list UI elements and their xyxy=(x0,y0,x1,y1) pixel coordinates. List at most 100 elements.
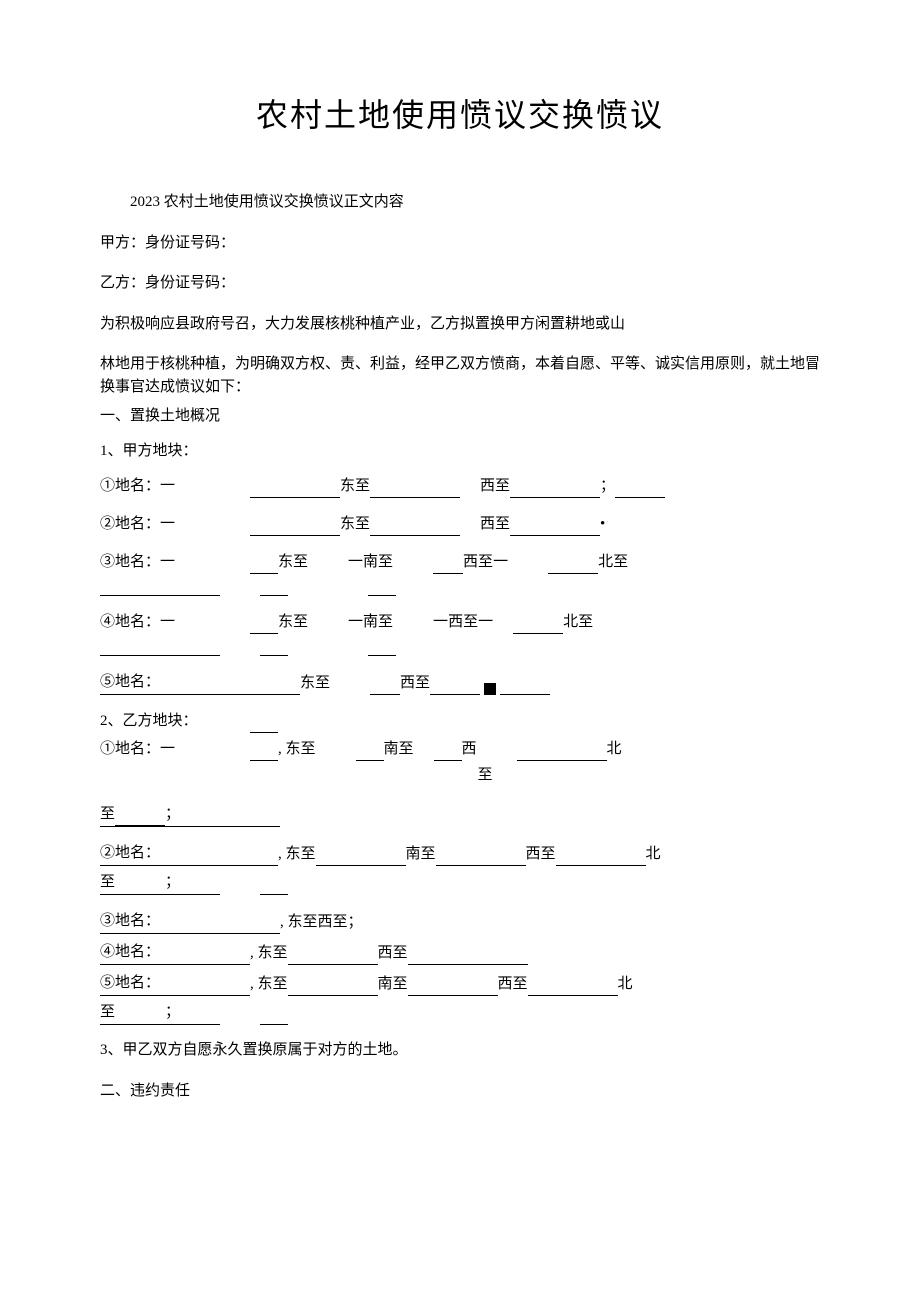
blank-field[interactable] xyxy=(513,616,563,634)
blank-field[interactable] xyxy=(100,578,220,596)
b-row-5-end: 至； xyxy=(100,1000,820,1025)
blank-field[interactable] xyxy=(517,743,607,761)
blank-field[interactable] xyxy=(250,518,340,536)
b-block-row: 2、乙方地块： xyxy=(100,709,820,733)
label-west: 西至 xyxy=(448,614,478,630)
label-east: 东至 xyxy=(300,671,330,695)
blank-field[interactable] xyxy=(430,677,480,695)
b-row-2-end: 至； xyxy=(100,870,820,895)
num-icon: ⑤ xyxy=(100,674,115,690)
label-west: 西至 xyxy=(463,554,493,570)
blank-field[interactable] xyxy=(260,578,288,596)
label-east: 东至 xyxy=(286,846,316,862)
blank-field[interactable] xyxy=(250,848,278,866)
label-name: 地名： xyxy=(115,913,160,929)
page-title: 农村土地使用愤议交换愤议 xyxy=(100,90,820,136)
blank-field[interactable] xyxy=(528,978,618,996)
b-row-2: ②地名： , 东至 南至 西至 北 xyxy=(100,841,820,866)
blank-field[interactable] xyxy=(510,480,600,498)
zhi-text: 至 xyxy=(100,874,115,890)
label-name: 地名： xyxy=(115,944,160,960)
num-icon: ④ xyxy=(100,614,115,630)
a-row-2: ②地名：一 东至 西至 • xyxy=(100,512,820,536)
blank-field[interactable] xyxy=(370,677,400,695)
blank-field[interactable] xyxy=(100,638,220,656)
blank-field[interactable] xyxy=(436,848,526,866)
label-name: 地名： xyxy=(115,741,160,757)
clause-3: 3、甲乙双方自愿永久置换原属于对方的土地。 xyxy=(100,1039,820,1062)
blank-field[interactable] xyxy=(615,480,665,498)
comma-text: , xyxy=(278,741,282,757)
square-icon xyxy=(484,683,496,695)
num-icon: ② xyxy=(100,845,115,861)
label-east: 东至 xyxy=(286,741,316,757)
blank-field[interactable] xyxy=(556,848,646,866)
a-row-3: ③地名：一 东至 一南至 西至一 北至 xyxy=(100,550,820,574)
blank-field[interactable] xyxy=(250,677,300,695)
label-east: 东至 xyxy=(340,512,370,536)
label-west: 西至 xyxy=(480,474,510,498)
blank-field[interactable] xyxy=(408,978,498,996)
label-name: 地名： xyxy=(115,554,160,570)
label-west-char: 西 xyxy=(462,737,477,761)
label-west: 西至 xyxy=(378,941,408,965)
semicolon-text: ； xyxy=(165,802,180,826)
label-name: 地名： xyxy=(115,516,160,532)
dash-text: 一 xyxy=(160,554,175,570)
label-east: 东至 xyxy=(278,610,308,634)
blank-field[interactable] xyxy=(434,743,462,761)
blank-field[interactable] xyxy=(408,947,528,965)
num-icon: ① xyxy=(100,478,115,494)
label-name: 地名： xyxy=(115,975,160,991)
blank-field[interactable] xyxy=(548,556,598,574)
blank-field[interactable] xyxy=(250,480,340,498)
blank-field[interactable] xyxy=(368,578,396,596)
blank-field[interactable] xyxy=(250,616,278,634)
blank-field[interactable] xyxy=(433,556,463,574)
label-north-char: 北 xyxy=(607,737,622,761)
section-1-heading: 一、置换土地概况 xyxy=(100,404,820,425)
dash-text: 一 xyxy=(160,478,175,494)
blank-field[interactable] xyxy=(250,743,278,761)
comma-text: , xyxy=(250,976,254,992)
dash-text: 一 xyxy=(478,614,493,630)
label-north-char: 北 xyxy=(618,972,633,996)
blank-field[interactable] xyxy=(250,556,278,574)
b-row-5: ⑤地名： , 东至 南至 西至 北 xyxy=(100,971,820,996)
blank-field[interactable] xyxy=(500,677,550,695)
label-east: 东至 xyxy=(278,550,308,574)
b-row-1-end: 至 ； xyxy=(100,802,280,827)
comma-text: , xyxy=(278,846,282,862)
dash-text: 一 xyxy=(160,516,175,532)
label-name: 地名： xyxy=(115,845,160,861)
comma-text: , xyxy=(250,945,254,961)
blank-field[interactable] xyxy=(250,715,278,733)
dash-text: 一 xyxy=(493,554,508,570)
label-name: 地名： xyxy=(115,478,160,494)
label-west: 西至 xyxy=(526,842,556,866)
blank-field[interactable] xyxy=(260,1007,288,1025)
blank-field[interactable] xyxy=(316,848,406,866)
a-row-4-cont xyxy=(100,638,820,656)
a-row-3-cont xyxy=(100,578,820,596)
label-north-to: 北至 xyxy=(598,550,628,574)
blank-field[interactable] xyxy=(356,743,384,761)
blank-field[interactable] xyxy=(510,518,600,536)
label-west: 西至 xyxy=(498,972,528,996)
label-north-char: 北 xyxy=(646,842,661,866)
dash-text: 一 xyxy=(348,614,363,630)
blank-field[interactable] xyxy=(115,808,165,826)
blank-field[interactable] xyxy=(190,916,280,934)
blank-field[interactable] xyxy=(368,638,396,656)
zhi-text: 至 xyxy=(478,767,493,783)
blank-field[interactable] xyxy=(260,638,288,656)
b-row-1-cont: 至 xyxy=(100,763,820,784)
blank-field[interactable] xyxy=(370,480,460,498)
blank-field[interactable] xyxy=(288,978,378,996)
zhi-text: 至 xyxy=(100,802,115,826)
label-west: 西至 xyxy=(480,512,510,536)
blank-field[interactable] xyxy=(288,947,378,965)
blank-field[interactable] xyxy=(370,518,460,536)
dash-text: 一 xyxy=(433,614,448,630)
blank-field[interactable] xyxy=(260,877,288,895)
